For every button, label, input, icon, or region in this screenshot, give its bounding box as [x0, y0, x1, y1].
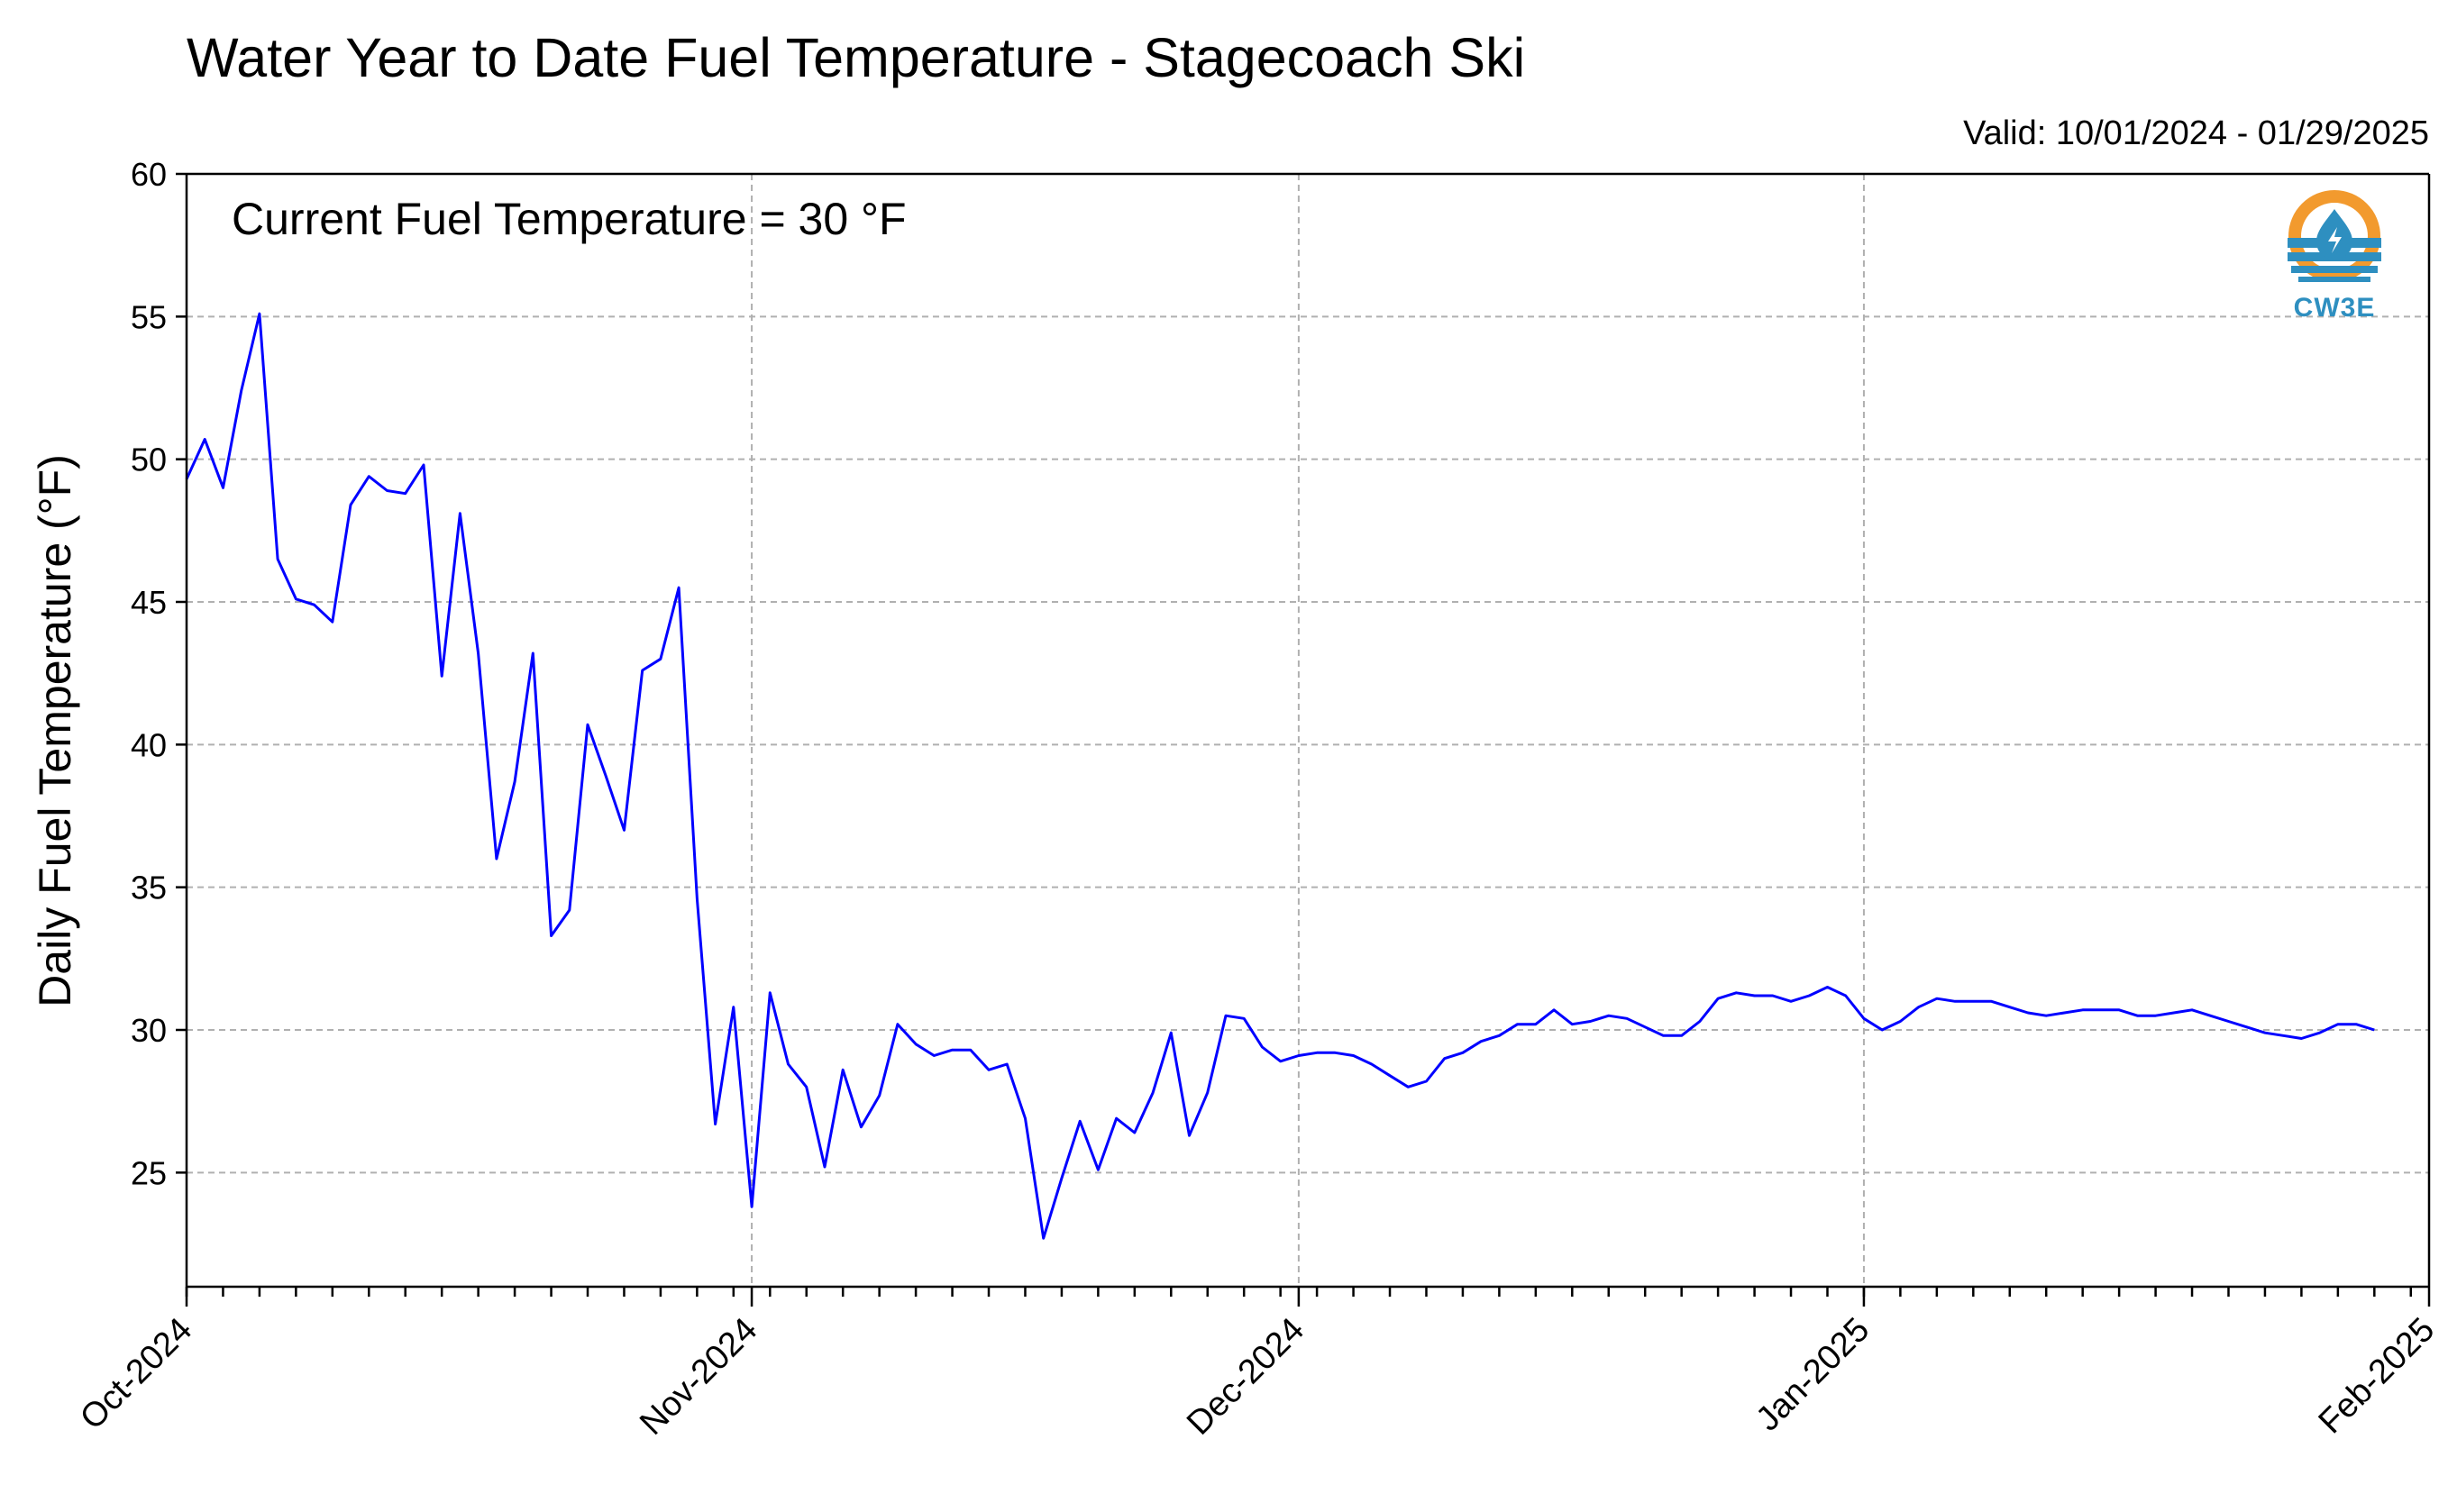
y-tick-label: 50 — [131, 442, 167, 478]
y-tick-label: 30 — [131, 1012, 167, 1049]
x-tick-labels: Oct-2024 Nov-2024 Dec-2024 Jan-2025 Feb-2025 — [73, 1311, 2442, 1443]
current-fuel-temperature-annotation: Current Fuel Temperature = 30 °F — [232, 194, 907, 244]
x-tick-label: Jan-2025 — [1749, 1311, 1877, 1439]
cw3e-logo: CW3E — [2288, 190, 2381, 323]
series-layer — [185, 312, 2375, 1240]
y-tick-label: 35 — [131, 870, 167, 906]
x-tick-label: Feb-2025 — [2312, 1311, 2443, 1442]
x-tick-label: Nov-2024 — [633, 1311, 764, 1443]
y-tick-label: 40 — [131, 726, 167, 763]
x-tick-label: Dec-2024 — [1180, 1311, 1311, 1443]
y-tick-label: 55 — [131, 298, 167, 335]
chart-title: Water Year to Date Fuel Temperature - St… — [187, 27, 1525, 88]
cw3e-water-drop-logo-icon — [2288, 190, 2381, 282]
axes — [176, 172, 2431, 1307]
fuel-temperature-series-line — [185, 312, 2375, 1240]
y-tick-labels: 25 30 35 40 45 50 55 60 — [131, 156, 167, 1191]
y-tick-label: 60 — [131, 156, 167, 193]
y-tick-label: 45 — [131, 584, 167, 621]
cw3e-logo-text: CW3E — [2294, 293, 2376, 323]
y-tick-label: 25 — [131, 1154, 167, 1191]
grid-lines — [187, 174, 2429, 1287]
y-axis-label: Daily Fuel Temperature (°F) — [30, 454, 80, 1007]
valid-date-range: Valid: 10/01/2024 - 01/29/2025 — [1963, 114, 2429, 152]
x-tick-label: Oct-2024 — [73, 1311, 199, 1437]
